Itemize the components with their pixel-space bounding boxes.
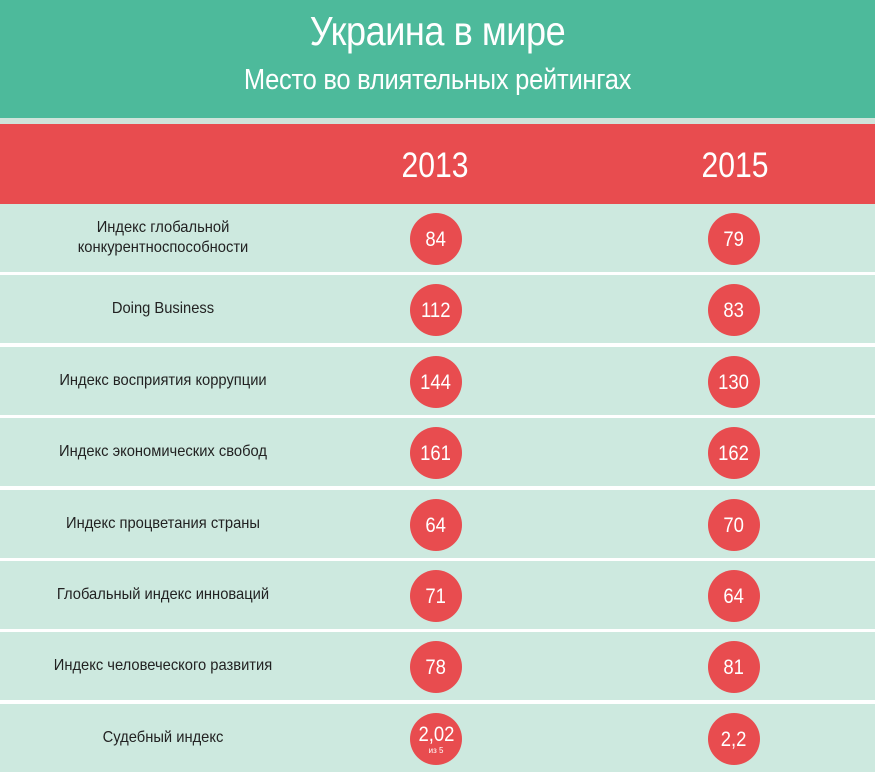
rank-value: 64 — [425, 513, 447, 537]
rank-value: 71 — [425, 584, 447, 608]
rank-value: 112 — [421, 298, 451, 322]
row-label: Судебный индекс — [102, 729, 224, 746]
rank-badge-2013: 144 — [410, 356, 462, 408]
rank-value: 81 — [723, 655, 745, 679]
rank-badge-2013: 64 — [410, 499, 462, 551]
rank-value: 83 — [723, 298, 745, 322]
table-row: Doing Business 112 83 — [0, 275, 875, 345]
row-label: Индекс восприятия коррупции — [59, 372, 267, 389]
header: Украина в мире Место во влиятельных рейт… — [0, 0, 875, 118]
page-title: Украина в мире — [309, 8, 566, 54]
rank-badge-2015: 130 — [708, 356, 760, 408]
rank-value: 162 — [718, 441, 750, 465]
rank-badge-2015: 79 — [708, 213, 760, 265]
table-row: Индекс человеческого развития 78 81 — [0, 632, 875, 702]
rank-note: из 5 — [428, 745, 444, 755]
rank-badge-2013: 161 — [410, 427, 462, 479]
rank-value: 144 — [420, 370, 452, 394]
rank-badge-2015: 162 — [708, 427, 760, 479]
row-label: Индекс экономических свобод — [59, 443, 267, 460]
rank-badge-2015: 2,2 — [708, 713, 760, 765]
row-label: Индекс человеческого развития — [53, 657, 273, 674]
table-row: Индекс глобальной конкурентноспособности… — [0, 204, 875, 274]
rank-badge-2015: 70 — [708, 499, 760, 551]
table-row: Индекс восприятия коррупции 144 130 — [0, 347, 875, 417]
rank-value: 79 — [723, 227, 745, 251]
divider — [0, 118, 875, 124]
table-row: Индекс процветания страны 64 70 — [0, 490, 875, 560]
rank-value: 161 — [420, 441, 452, 465]
rank-value: 84 — [425, 227, 447, 251]
row-label: Индекс глобальной конкурентноспособности — [77, 219, 249, 256]
column-header-bar: 2013 2015 — [0, 124, 875, 204]
rank-value: 130 — [718, 370, 750, 394]
row-label: Индекс процветания страны — [65, 515, 261, 532]
rank-value: 2,2 — [721, 727, 747, 751]
rank-value: 70 — [723, 513, 745, 537]
ratings-table: Индекс глобальной конкурентноспособности… — [0, 204, 875, 775]
page-subtitle: Место во влиятельных рейтингах — [243, 64, 632, 96]
row-label: Doing Business — [111, 300, 215, 317]
column-header-2015: 2015 — [701, 146, 769, 185]
rank-value: 78 — [425, 655, 447, 679]
rank-badge-2015: 64 — [708, 570, 760, 622]
table-row: Индекс экономических свобод 161 162 — [0, 418, 875, 488]
rank-badge-2013: 2,02 из 5 — [410, 713, 462, 765]
rank-badge-2013: 78 — [410, 641, 462, 693]
rank-value: 2,02 — [418, 722, 454, 746]
row-label: Глобальный индекс инноваций — [56, 586, 270, 603]
rank-badge-2015: 83 — [708, 284, 760, 336]
table-row: Глобальный индекс инноваций 71 64 — [0, 561, 875, 631]
rank-value: 64 — [723, 584, 745, 608]
rank-badge-2013: 112 — [410, 284, 462, 336]
column-header-2013: 2013 — [401, 146, 469, 185]
rank-badge-2013: 84 — [410, 213, 462, 265]
rank-badge-2013: 71 — [410, 570, 462, 622]
table-row: Судебный индекс 2,02 из 5 2,2 — [0, 704, 875, 774]
rank-badge-2015: 81 — [708, 641, 760, 693]
